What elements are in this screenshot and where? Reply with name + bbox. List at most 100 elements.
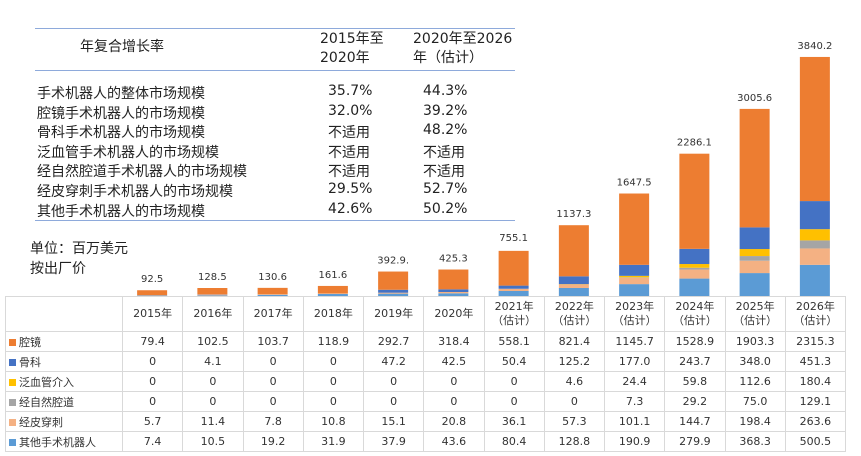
- bar-segment: [498, 290, 529, 296]
- bar-segment: [679, 269, 710, 279]
- value-cell: 7.8: [242, 411, 304, 432]
- series-row: 泛血管介入 0 0 0 0 0 0 0 4.6 24.4 59.8 112.6 180.4: [5, 371, 847, 392]
- series-row: 经皮穿刺 5.7 11.4 7.8 10.8 15.1 20.8 36.1 57.3 101.1 1…: [5, 411, 847, 432]
- bar-segment: [498, 285, 529, 289]
- cell: 骨科手术机器人的市场规模: [37, 125, 205, 142]
- category: 2023年（估计）: [603, 296, 666, 332]
- total-label: 1137.3: [556, 209, 591, 220]
- series-row: 骨科 0 4.1 0 0 47.2 42.5 50.4 125.2 177.0 243.7 348.0…: [5, 351, 847, 372]
- bar-segment: [739, 249, 770, 257]
- value-cell: 0: [543, 391, 606, 412]
- value-cell: 0: [362, 391, 425, 412]
- legend-label: 经自然腔道: [19, 395, 74, 409]
- cell: 腔镜手术机器人的市场规模: [37, 105, 205, 122]
- cell: 32.0%: [328, 102, 373, 119]
- bar-segment: [739, 260, 770, 274]
- cell: 29.5%: [328, 181, 373, 197]
- cell: 44.3%: [423, 83, 468, 99]
- unit-note: 单位：百万美元: [30, 241, 128, 257]
- value-cell: 31.9: [302, 431, 365, 452]
- value-cell: 59.8: [664, 371, 726, 392]
- bar-segment: [498, 288, 529, 291]
- value-cell: 0: [242, 391, 304, 412]
- value-cell: 0: [182, 371, 244, 392]
- value-cell: 5.7: [121, 411, 184, 432]
- bar-segment: [679, 264, 710, 268]
- bar-segment: [378, 289, 409, 293]
- category: 2015年: [121, 296, 184, 332]
- value-cell: 20.8: [423, 411, 485, 432]
- series-row: 其他手术机器人 7.4 10.5 19.2 31.9 37.9 43.6 80.4 128.8 1…: [5, 431, 847, 452]
- value-cell: 0: [423, 391, 485, 412]
- value-cell: 101.1: [603, 411, 666, 432]
- value-cell: 128.8: [543, 431, 606, 452]
- legend-label: 其他手术机器人: [19, 435, 96, 449]
- value-cell: 50.4: [483, 351, 545, 372]
- value-cell: 7.4: [121, 431, 184, 452]
- total-label: 1647.5: [617, 177, 652, 188]
- total-label: 130.6: [258, 272, 287, 283]
- value-cell: 243.7: [664, 351, 726, 372]
- bar-segment: [137, 290, 168, 296]
- bar-segment: [679, 153, 710, 249]
- bar-segment: [558, 276, 589, 285]
- value-cell: 36.1: [483, 411, 545, 432]
- header-cell: 2020年至2026年（估计）: [413, 31, 513, 66]
- bar-segment: [619, 264, 650, 276]
- value-cell: 118.9: [302, 331, 365, 352]
- value-cell: 558.1: [483, 331, 545, 352]
- bar-segment: [799, 248, 830, 265]
- legend-swatch: [9, 398, 16, 406]
- value-cell: 198.4: [724, 411, 786, 432]
- value-cell: 11.4: [182, 411, 244, 432]
- value-cell: 318.4: [423, 331, 485, 352]
- bar-segment: [257, 287, 288, 295]
- legend-cell: 骨科: [5, 351, 123, 372]
- cell: 50.2%: [423, 200, 468, 217]
- total-label: 128.5: [198, 272, 227, 283]
- value-cell: 500.5: [784, 431, 847, 452]
- value-cell: 263.6: [784, 411, 847, 432]
- bar-segment: [799, 240, 830, 249]
- cell: 泛血管手术机器人的市场规模: [37, 144, 219, 161]
- bar-segment: [739, 227, 770, 250]
- bar-segment: [799, 264, 830, 296]
- bar-segment: [257, 294, 288, 296]
- bar-segment: [558, 287, 589, 296]
- value-cell: 112.6: [724, 371, 786, 392]
- category: 2024年（估计）: [664, 296, 726, 332]
- value-cell: 24.4: [603, 371, 666, 392]
- bar-segment: [739, 273, 770, 296]
- legend-swatch: [9, 358, 16, 366]
- total-label: 161.6: [319, 270, 348, 281]
- bar-segment: [619, 284, 650, 296]
- value-cell: 2315.3: [784, 331, 847, 352]
- bar-segment: [378, 293, 409, 296]
- value-cell: 292.7: [362, 331, 425, 352]
- value-cell: 102.5: [182, 331, 244, 352]
- header-cell: 2015年至2020年: [320, 31, 384, 66]
- legend-cell: 经自然腔道: [5, 391, 123, 412]
- category: 2021年（估计）: [483, 296, 545, 332]
- cell: 不适用: [328, 144, 370, 161]
- cell: 经自然腔道手术机器人的市场规模: [37, 164, 247, 181]
- bar-segment: [317, 293, 348, 295]
- cell: 35.7%: [328, 83, 373, 99]
- legend-swatch: [9, 338, 16, 346]
- legend-cell: 其他手术机器人: [5, 431, 123, 452]
- value-cell: 0: [302, 391, 365, 412]
- value-cell: 0: [242, 351, 304, 372]
- bar-segment: [438, 289, 469, 292]
- bar-segment: [197, 295, 228, 296]
- bar-segment: [799, 229, 830, 241]
- cagr-table: 年复合增长率 2015年至2020年 2020年至2026年（估计） 手术机器人的整体…: [35, 28, 515, 221]
- value-cell: 451.3: [784, 351, 847, 372]
- cell: 不适用: [423, 164, 465, 181]
- corner: [5, 296, 123, 332]
- cell: 手术机器人的整体市场规模: [37, 86, 205, 102]
- category: 2022年（估计）: [543, 296, 606, 332]
- cell: 不适用: [328, 164, 370, 181]
- total-label: 755.1: [499, 233, 528, 244]
- header-row: 2015年 2016年 2017年 2018年 2019年 2020年 2021年（估计） 2…: [5, 296, 847, 332]
